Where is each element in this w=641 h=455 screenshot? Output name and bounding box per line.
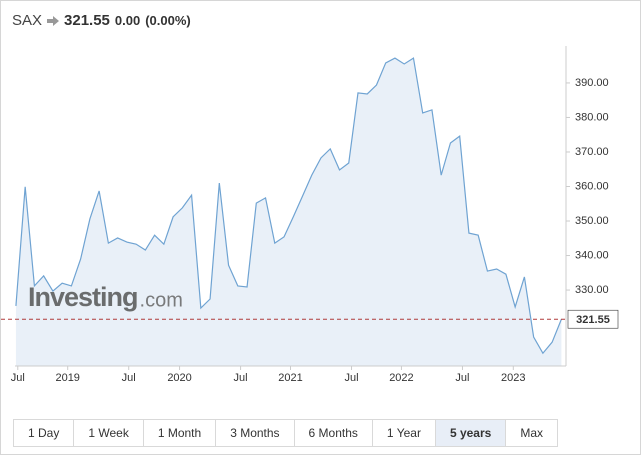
- range-button[interactable]: 3 Months: [216, 419, 295, 447]
- range-button[interactable]: 1 Week: [74, 419, 144, 447]
- watermark: Investing: [28, 282, 138, 312]
- watermark-suffix: .com: [140, 289, 183, 311]
- chart: Investing .com 330.00 340.00 350.00 360.00 370…: [1, 46, 619, 384]
- y-tick-label: 340.00: [575, 249, 609, 261]
- current-value-box: [567, 309, 619, 329]
- range-buttons: 1 Day 1 Week 1 Month 3 Months 6 Months 1 Year…: [13, 419, 558, 447]
- range-button[interactable]: 1 Year: [372, 419, 436, 447]
- symbol: SAX: [12, 12, 43, 29]
- x-tick-label: Jul: [122, 372, 136, 384]
- x-tick-label: Jul: [11, 372, 25, 384]
- arrow-icon: [47, 15, 60, 26]
- x-tick-label: 2020: [167, 372, 191, 384]
- x-tick-label: 2021: [278, 372, 302, 384]
- x-tick-label: 2023: [501, 372, 525, 384]
- price-line: [15, 57, 562, 355]
- y-tick-label: 390.00: [575, 77, 609, 89]
- x-tick-label: 2022: [389, 372, 413, 384]
- y-tick-label: 330.00: [575, 284, 609, 296]
- range-button[interactable]: 6 Months: [294, 419, 373, 447]
- change-percent: (0.00%): [145, 13, 191, 28]
- range-button[interactable]: Max: [506, 419, 558, 447]
- area-fill: [15, 58, 562, 367]
- range-button[interactable]: 1 Day: [13, 419, 75, 447]
- x-tick-label: 2019: [55, 372, 79, 384]
- price: 321.55: [64, 12, 110, 29]
- y-tick-label: 370.00: [575, 146, 609, 158]
- y-tick-label: 350.00: [575, 215, 609, 227]
- range-button[interactable]: 5 years: [435, 419, 507, 447]
- y-tick-label: 360.00: [575, 180, 609, 192]
- header: SAX 321.55 0.00 (0.00%): [12, 12, 191, 29]
- current-value-label: 321.55: [576, 314, 610, 326]
- change: 0.00: [114, 13, 141, 28]
- y-tick-label: 380.00: [575, 111, 609, 123]
- x-tick-label: Jul: [344, 372, 358, 384]
- range-button[interactable]: 1 Month: [143, 419, 217, 447]
- x-tick-label: Jul: [234, 372, 248, 384]
- x-tick-label: Jul: [455, 372, 469, 384]
